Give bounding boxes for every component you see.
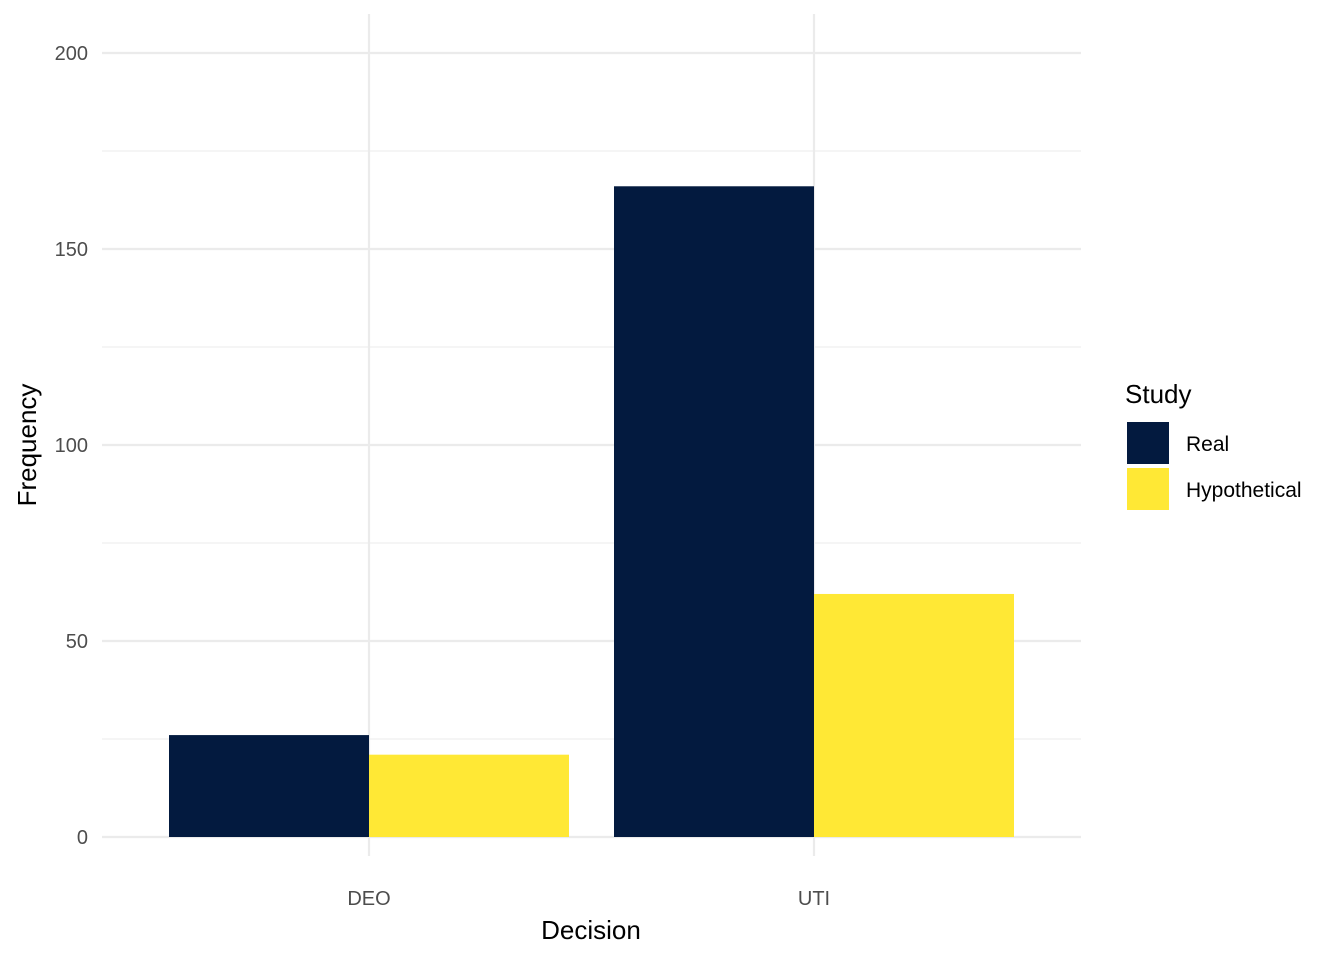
legend: Study Real Hypothetical: [1125, 379, 1302, 510]
legend-label-hypothetical: Hypothetical: [1186, 479, 1302, 502]
legend-swatch-hypothetical: [1127, 468, 1169, 510]
bar-deo-real: [169, 735, 369, 837]
legend-label-real: Real: [1186, 433, 1229, 456]
x-axis-ticks: DEO UTI: [347, 888, 830, 910]
bar-uti-hypothetical: [814, 593, 1014, 837]
x-tick-label: UTI: [798, 888, 830, 910]
x-tick-label: DEO: [347, 888, 390, 910]
legend-swatch-real: [1127, 422, 1169, 464]
y-axis-title: Frequency: [12, 384, 42, 507]
y-tick-label: 0: [77, 827, 88, 849]
y-tick-label: 200: [55, 43, 88, 65]
legend-title: Study: [1125, 379, 1192, 409]
y-axis-ticks: 0 50 100 150 200: [55, 43, 88, 849]
bar-deo-hypothetical: [369, 754, 569, 837]
x-axis-title: Decision: [541, 915, 641, 945]
bar-uti-real: [614, 186, 814, 837]
bars: [169, 186, 1014, 837]
y-tick-label: 100: [55, 435, 88, 457]
y-tick-label: 50: [66, 631, 88, 653]
y-tick-label: 150: [55, 239, 88, 261]
